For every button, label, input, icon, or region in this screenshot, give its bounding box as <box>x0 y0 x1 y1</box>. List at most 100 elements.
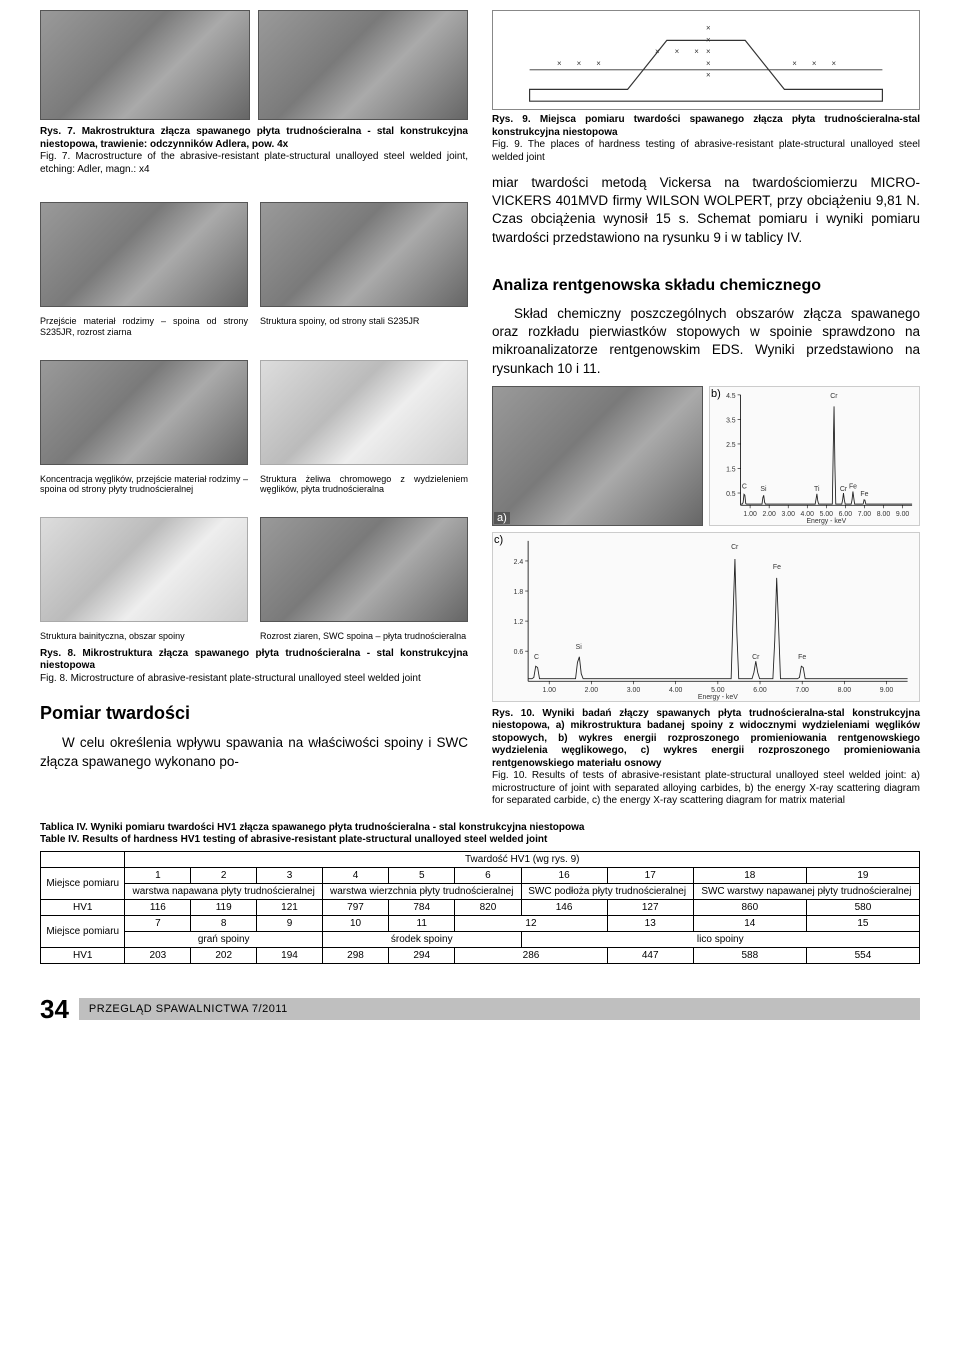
svg-text:Cr: Cr <box>840 486 848 493</box>
svg-text:Cr: Cr <box>830 393 838 400</box>
fig10-a-image <box>492 386 703 526</box>
journal-bar: PRZEGLĄD SPAWALNICTWA 7/2011 <box>79 998 920 1020</box>
svg-text:Si: Si <box>760 486 767 493</box>
svg-text:Fe: Fe <box>773 564 781 571</box>
fig7-images <box>40 10 468 120</box>
svg-text:×: × <box>831 59 836 68</box>
micro-a-right-caption: Struktura spoiny, od strony stali S235JR <box>260 316 468 338</box>
fig9-caption: Rys. 9. Miejsca pomiaru twardości spawan… <box>492 114 920 164</box>
micro-a-left-caption: Przejście materiał rodzimy – spoina od s… <box>40 316 248 338</box>
svg-text:×: × <box>675 47 680 56</box>
hardness-heading: Pomiar twardości <box>40 703 468 724</box>
chem-heading: Analiza rentgenowska składu chemicznego <box>492 277 920 295</box>
micro-b-right-image <box>260 360 468 465</box>
table4-title: Tablica IV. Wyniki pomiaru twardości HV1… <box>40 822 920 847</box>
right-paragraph-2: Skład chemiczny poszczególnych obszarów … <box>492 305 920 378</box>
svg-text:1.5: 1.5 <box>726 466 736 473</box>
svg-text:4.5: 4.5 <box>726 393 736 400</box>
svg-text:Cr: Cr <box>731 544 739 551</box>
svg-text:3.00: 3.00 <box>782 511 796 518</box>
micro-c-left-caption: Struktura bainityczna, obszar spoiny <box>40 631 248 642</box>
table4: Twardość HV1 (wg rys. 9) Miejsce pomiaru… <box>40 851 920 964</box>
table4-title-en: Table IV. Results of hardness HV1 testin… <box>40 834 547 845</box>
micro-c-left-image <box>40 517 248 622</box>
svg-text:4.00: 4.00 <box>669 687 683 694</box>
svg-text:×: × <box>596 59 601 68</box>
svg-text:9.00: 9.00 <box>880 687 894 694</box>
svg-text:Energy - keV: Energy - keV <box>806 518 846 525</box>
svg-text:×: × <box>706 24 711 33</box>
table4-rowlabel-2: Miejsce pomiaru <box>41 915 125 947</box>
svg-text:Si: Si <box>576 644 583 651</box>
svg-text:2.4: 2.4 <box>514 559 524 566</box>
fig7-image-left <box>40 10 250 120</box>
micro-b-right-caption: Struktura żeliwa chromowego z wydzieleni… <box>260 474 468 496</box>
fig9-caption-pl: Rys. 9. Miejsca pomiaru twardości spawan… <box>492 114 920 138</box>
svg-text:7.00: 7.00 <box>858 511 872 518</box>
svg-text:×: × <box>706 47 711 56</box>
svg-text:×: × <box>577 59 582 68</box>
svg-text:9.00: 9.00 <box>896 511 910 518</box>
svg-text:Fe: Fe <box>860 491 868 498</box>
hardness-paragraph: W celu określenia wpływu spawania na wła… <box>40 734 468 770</box>
fig7-caption-pl: Rys. 7. Makrostruktura złącza spawanego … <box>40 126 468 150</box>
table4-hv-label-2: HV1 <box>41 947 125 963</box>
micro-c-right-image <box>260 517 468 622</box>
fig10-caption-pl: Rys. 10. Wyniki badań złączy spawanych p… <box>492 708 920 769</box>
fig10-caption-en: Fig. 10. Results of tests of abrasive-re… <box>492 770 920 806</box>
micro-c-right-caption: Rozrost ziaren, SWC spoina – płyta trudn… <box>260 631 468 642</box>
fig9-diagram: ××× ××× ××××× ××× <box>492 10 920 110</box>
svg-text:Ti: Ti <box>814 486 820 493</box>
svg-text:Fe: Fe <box>798 654 806 661</box>
fig10-b-spectrum: 0.51.52.53.54.51.002.003.004.005.006.007… <box>709 386 920 526</box>
fig10-c-spectrum: 0.61.21.82.41.002.003.004.005.006.007.00… <box>492 532 920 702</box>
svg-text:×: × <box>706 35 711 44</box>
svg-text:2.00: 2.00 <box>762 511 776 518</box>
micro-b-left-image <box>40 360 248 465</box>
fig8-caption: Rys. 8. Mikrostruktura złącza spawanego … <box>40 648 468 686</box>
fig10-caption: Rys. 10. Wyniki badań złączy spawanych p… <box>492 708 920 808</box>
table4-rowlabel-1: Miejsce pomiaru <box>41 867 125 899</box>
svg-text:3.00: 3.00 <box>627 687 641 694</box>
fig10-label-c: c) <box>494 534 503 546</box>
svg-text:×: × <box>706 59 711 68</box>
svg-text:8.00: 8.00 <box>877 511 891 518</box>
svg-text:×: × <box>812 59 817 68</box>
svg-text:Energy - keV: Energy - keV <box>698 694 738 701</box>
page-number: 34 <box>40 994 69 1025</box>
table4-title-pl: Tablica IV. Wyniki pomiaru twardości HV1… <box>40 822 584 833</box>
svg-text:×: × <box>557 59 562 68</box>
fig9-caption-en: Fig. 9. The places of hardness testing o… <box>492 139 920 163</box>
page-footer: 34 PRZEGLĄD SPAWALNICTWA 7/2011 <box>40 994 920 1025</box>
svg-text:2.00: 2.00 <box>585 687 599 694</box>
right-paragraph-1: miar twardości metodą Vickersa na twardo… <box>492 174 920 247</box>
table4-hv-label-1: HV1 <box>41 899 125 915</box>
svg-text:7.00: 7.00 <box>795 687 809 694</box>
fig10-label-b: b) <box>711 388 721 400</box>
svg-text:3.5: 3.5 <box>726 417 736 424</box>
svg-text:0.6: 0.6 <box>514 649 524 656</box>
svg-text:1.00: 1.00 <box>743 511 757 518</box>
fig10-label-a: a) <box>494 512 510 524</box>
svg-text:0.5: 0.5 <box>726 491 736 498</box>
svg-text:1.2: 1.2 <box>514 619 524 626</box>
svg-text:C: C <box>742 483 747 490</box>
micro-a-left-image <box>40 202 248 307</box>
table4-superheader: Twardość HV1 (wg rys. 9) <box>125 851 920 867</box>
svg-text:1.00: 1.00 <box>542 687 556 694</box>
fig7-caption-en: Fig. 7. Macrostructure of the abrasive-r… <box>40 151 468 175</box>
svg-text:6.00: 6.00 <box>753 687 767 694</box>
svg-text:1.8: 1.8 <box>514 589 524 596</box>
fig8-caption-pl: Rys. 8. Mikrostruktura złącza spawanego … <box>40 648 468 672</box>
svg-text:C: C <box>534 654 539 661</box>
fig7-image-right <box>258 10 468 120</box>
svg-text:×: × <box>694 47 699 56</box>
svg-text:8.00: 8.00 <box>838 687 852 694</box>
svg-text:Fe: Fe <box>849 483 857 490</box>
micro-a-right-image <box>260 202 468 307</box>
svg-text:Cr: Cr <box>752 654 760 661</box>
svg-text:×: × <box>792 59 797 68</box>
svg-text:×: × <box>655 47 660 56</box>
svg-text:2.5: 2.5 <box>726 442 736 449</box>
fig7-caption: Rys. 7. Makrostruktura złącza spawanego … <box>40 126 468 176</box>
